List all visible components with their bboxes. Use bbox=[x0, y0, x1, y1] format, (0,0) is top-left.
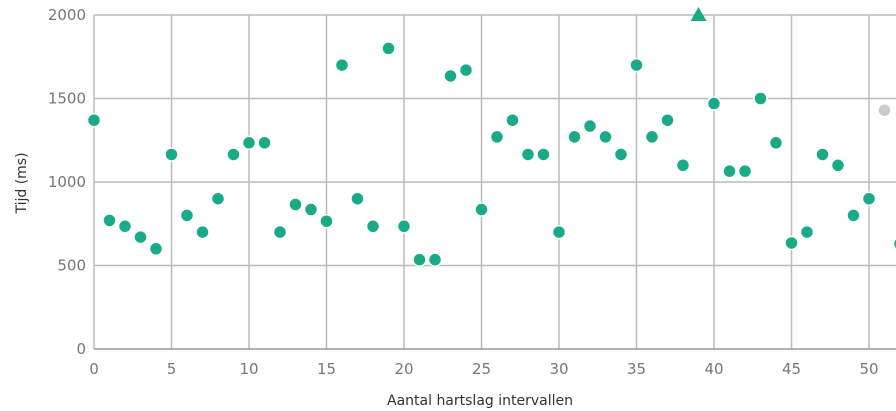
data-point bbox=[489, 129, 505, 145]
data-point bbox=[303, 202, 319, 217]
data-point bbox=[334, 57, 350, 73]
data-point bbox=[195, 224, 210, 240]
data-point bbox=[381, 41, 396, 56]
data-point bbox=[598, 129, 613, 145]
data-point bbox=[241, 135, 257, 151]
data-point bbox=[551, 224, 567, 240]
data-point bbox=[675, 158, 691, 173]
data-point bbox=[722, 163, 737, 179]
data-point bbox=[133, 229, 148, 245]
data-point bbox=[567, 129, 582, 145]
data-point bbox=[505, 112, 520, 128]
data-point bbox=[520, 147, 536, 162]
data-point bbox=[226, 147, 241, 162]
data-points bbox=[86, 7, 896, 267]
data-point bbox=[644, 129, 660, 145]
x-axis-label: Aantal hartslag intervallen bbox=[387, 393, 573, 409]
data-point bbox=[830, 158, 846, 173]
data-point bbox=[768, 135, 784, 151]
x-tick-label: 30 bbox=[549, 360, 568, 378]
data-point bbox=[210, 191, 226, 206]
data-point bbox=[257, 135, 272, 151]
data-point bbox=[319, 213, 334, 229]
y-axis-label: Tijd (ms) bbox=[14, 152, 30, 214]
data-point bbox=[799, 224, 815, 240]
y-tick-label: 1000 bbox=[48, 173, 86, 191]
x-tick-label: 15 bbox=[317, 360, 336, 378]
data-point bbox=[877, 102, 892, 118]
data-point bbox=[784, 235, 799, 251]
data-point bbox=[412, 252, 427, 267]
x-tick-label: 5 bbox=[167, 360, 177, 378]
data-point bbox=[846, 208, 861, 223]
data-point bbox=[396, 219, 412, 234]
data-point bbox=[815, 147, 830, 162]
x-tick-label: 35 bbox=[627, 360, 646, 378]
data-point bbox=[582, 118, 598, 134]
data-point bbox=[737, 163, 753, 179]
x-tick-label: 10 bbox=[239, 360, 258, 378]
x-tick-label: 25 bbox=[472, 360, 491, 378]
data-point bbox=[660, 112, 675, 128]
x-tick-label: 0 bbox=[89, 360, 99, 378]
data-point-triangle bbox=[690, 7, 707, 21]
y-tick-label: 0 bbox=[76, 340, 86, 358]
x-tick-label: 45 bbox=[782, 360, 801, 378]
data-point bbox=[458, 62, 474, 78]
x-tick-label: 20 bbox=[394, 360, 413, 378]
data-point bbox=[613, 147, 629, 162]
data-point bbox=[365, 219, 381, 234]
data-point bbox=[706, 96, 722, 111]
y-tick-label: 1500 bbox=[48, 90, 86, 108]
data-point bbox=[117, 219, 133, 234]
y-tick-label: 500 bbox=[57, 257, 86, 275]
data-point bbox=[443, 68, 458, 84]
data-point bbox=[86, 112, 102, 128]
data-point bbox=[474, 202, 489, 217]
data-point bbox=[892, 237, 896, 250]
data-point bbox=[102, 213, 117, 228]
data-point bbox=[629, 57, 644, 73]
grid-lines bbox=[93, 14, 896, 349]
y-tick-label: 2000 bbox=[48, 6, 86, 24]
data-point bbox=[427, 252, 443, 267]
data-point bbox=[753, 91, 768, 106]
tick-labels: 0 500 1000 1500 2000 0 5 10 15 20 25 30 35 40 45 50 bbox=[48, 6, 879, 378]
data-point bbox=[164, 147, 179, 162]
x-tick-label: 40 bbox=[704, 360, 723, 378]
x-tick-label: 50 bbox=[859, 360, 878, 378]
data-point bbox=[148, 241, 164, 257]
data-point bbox=[272, 224, 288, 240]
data-point bbox=[350, 191, 365, 206]
data-point bbox=[861, 191, 877, 206]
data-point bbox=[536, 147, 551, 162]
data-point bbox=[288, 197, 303, 212]
data-point bbox=[179, 208, 195, 223]
